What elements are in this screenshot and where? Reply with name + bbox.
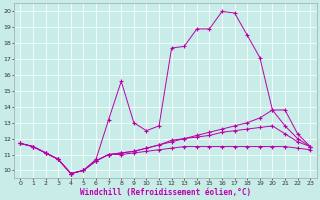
X-axis label: Windchill (Refroidissement éolien,°C): Windchill (Refroidissement éolien,°C) xyxy=(80,188,251,197)
